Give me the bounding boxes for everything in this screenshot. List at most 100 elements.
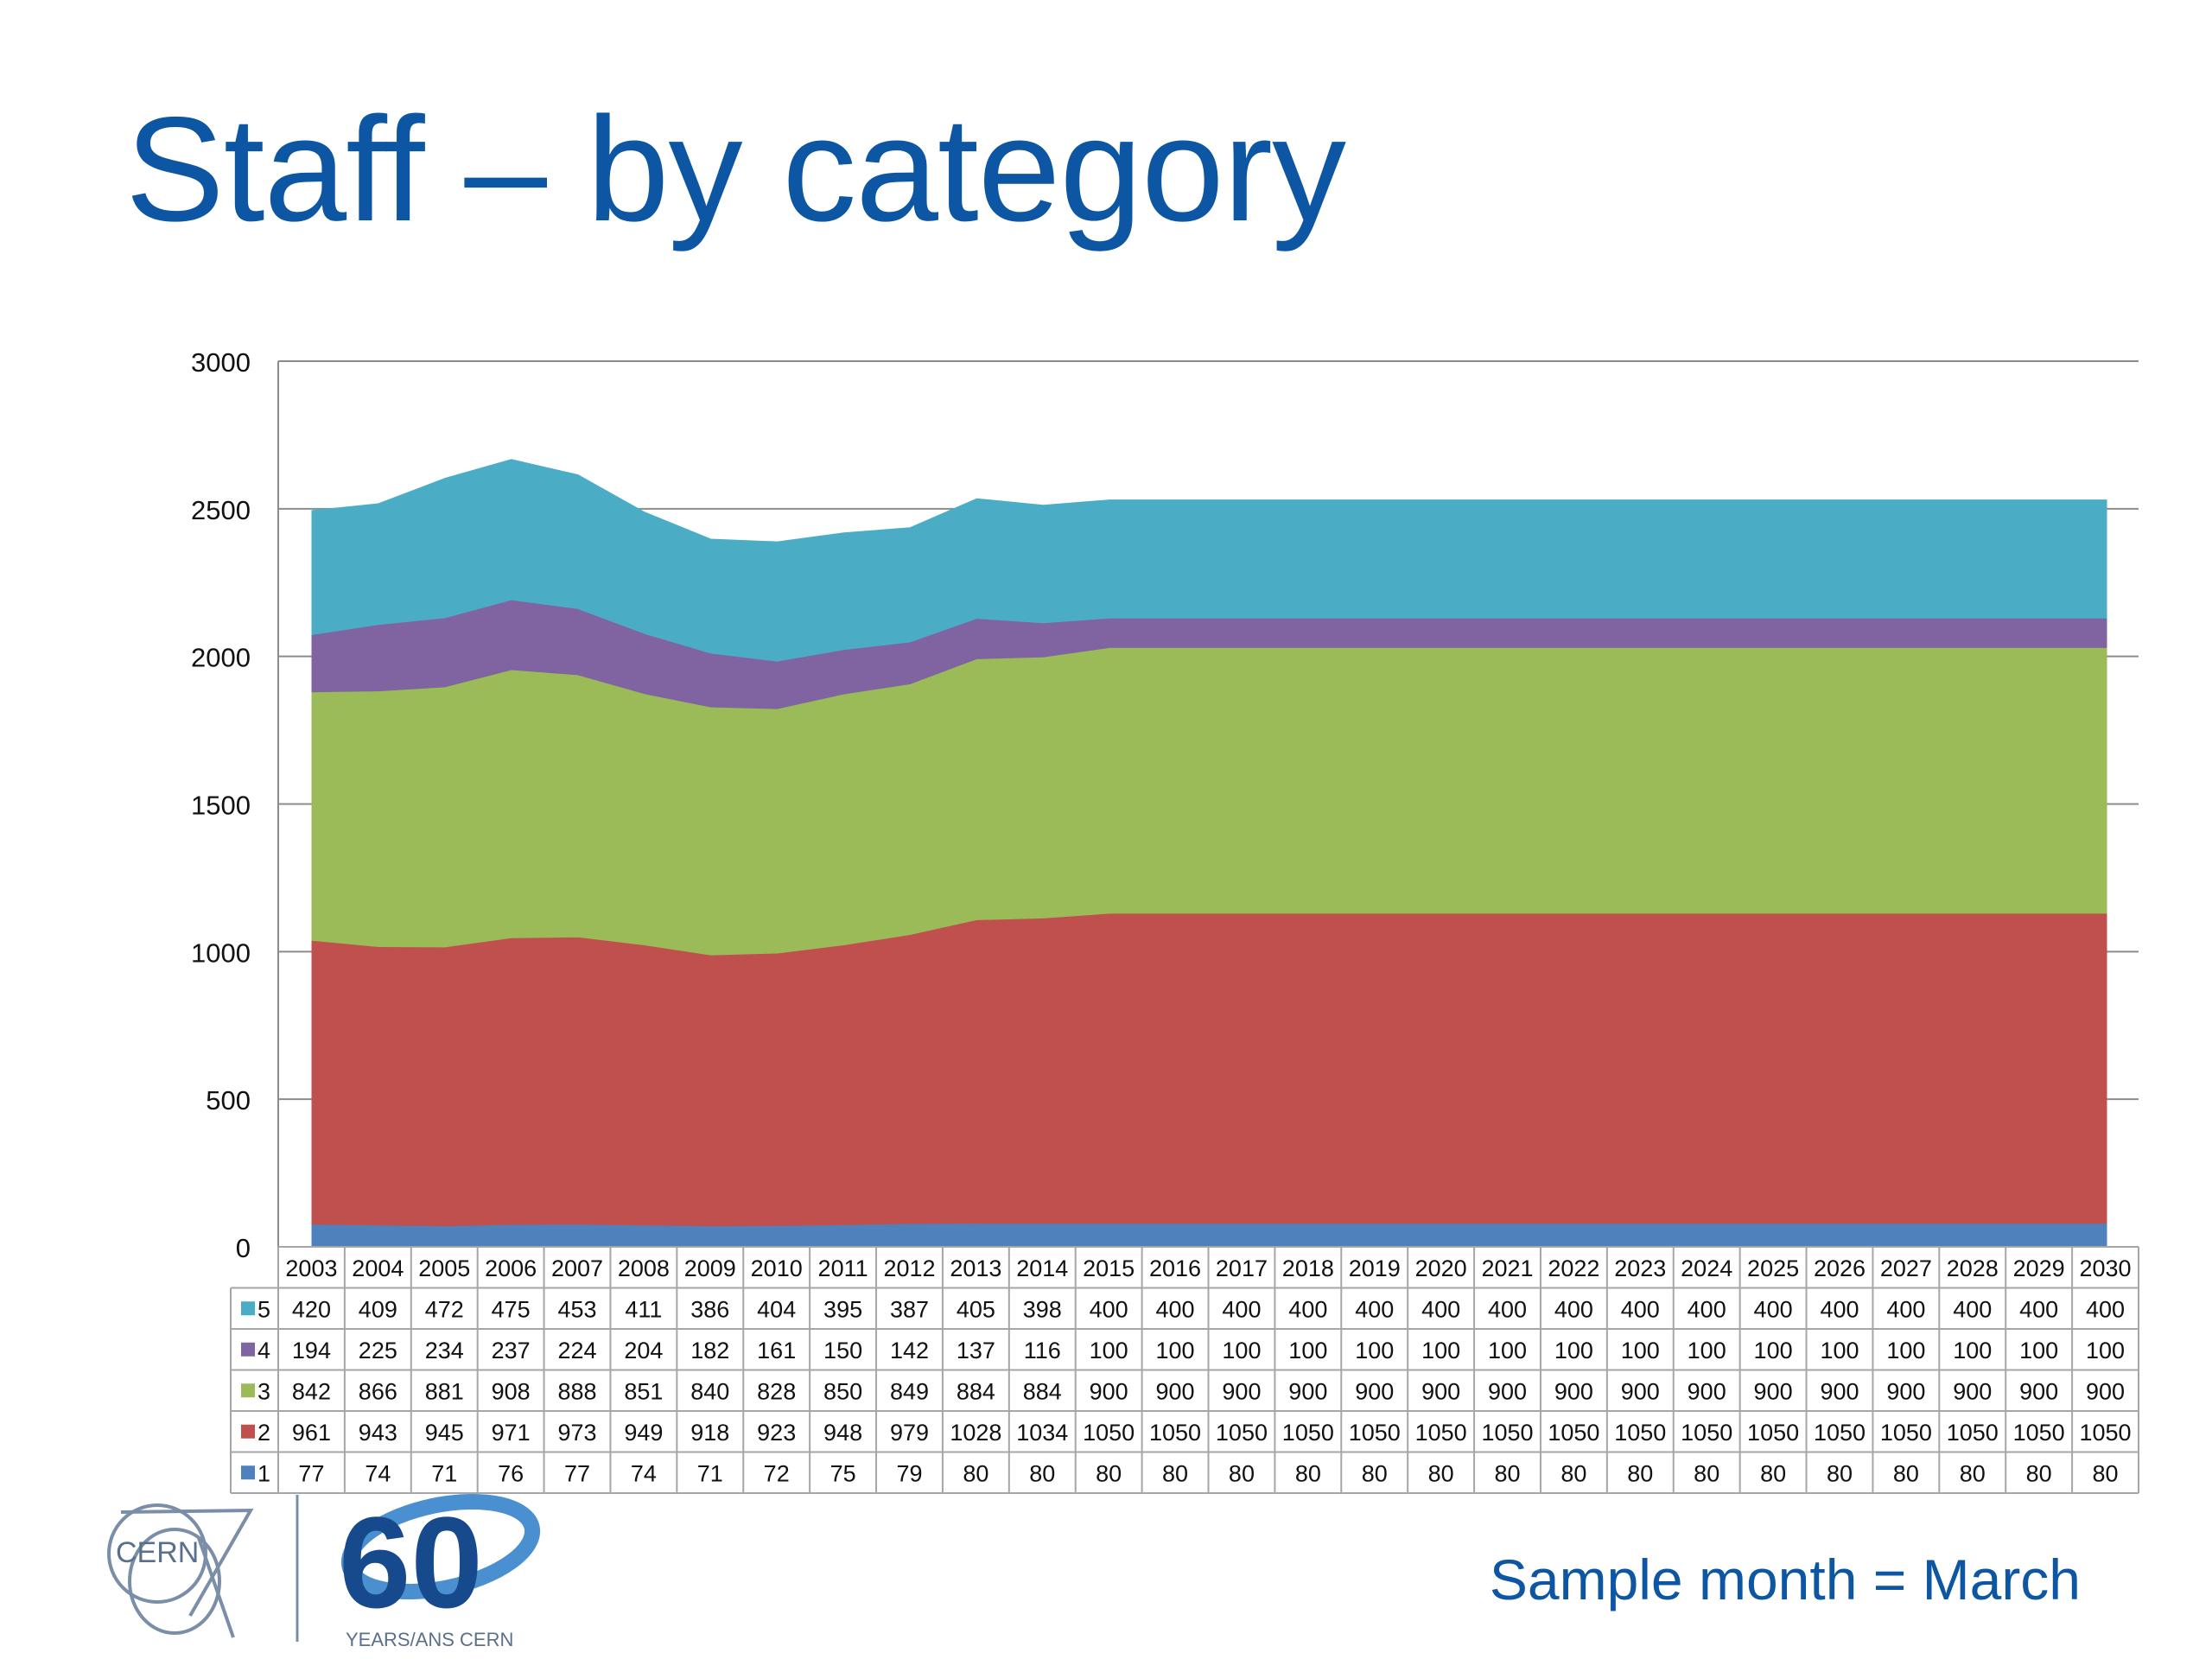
y-tick-label: 1500 <box>191 791 251 821</box>
table-cell: 80 <box>1229 1460 1255 1486</box>
table-cell: 77 <box>564 1460 590 1486</box>
table-cell: 1050 <box>1282 1420 1334 1446</box>
table-cell: 400 <box>2019 1296 2058 1322</box>
x-category-label: 2012 <box>883 1255 935 1281</box>
table-cell: 884 <box>1023 1378 1062 1404</box>
legend-label: 1 <box>257 1460 270 1486</box>
cern-logo: CERN <box>107 1503 254 1638</box>
x-category-label: 2006 <box>485 1255 537 1281</box>
table-cell: 100 <box>2019 1338 2058 1363</box>
x-category-label: 2028 <box>1947 1255 1999 1281</box>
table-cell: 900 <box>1754 1378 1793 1404</box>
table-cell: 74 <box>631 1460 657 1486</box>
table-cell: 204 <box>624 1338 663 1363</box>
table-cell: 80 <box>2093 1460 2119 1486</box>
table-cell: 973 <box>557 1420 596 1446</box>
anniversary-text: YEARS/ANS CERN <box>346 1629 513 1650</box>
table-cell: 409 <box>359 1296 397 1322</box>
table-cell: 80 <box>1827 1460 1853 1486</box>
table-cell: 237 <box>492 1338 531 1363</box>
table-cell: 923 <box>757 1420 796 1446</box>
x-category-label: 2014 <box>1016 1255 1068 1281</box>
y-tick-label: 1000 <box>191 938 251 968</box>
table-cell: 386 <box>690 1296 729 1322</box>
table-cell: 100 <box>1820 1338 1859 1363</box>
table-cell: 943 <box>359 1420 397 1446</box>
table-cell: 961 <box>292 1420 331 1446</box>
table-cell: 472 <box>425 1296 464 1322</box>
anniversary-number: 60 <box>339 1490 483 1635</box>
table-cell: 1050 <box>1481 1420 1533 1446</box>
table-cell: 1050 <box>1149 1420 1201 1446</box>
table-cell: 900 <box>1953 1378 1992 1404</box>
table-cell: 1050 <box>1548 1420 1599 1446</box>
table-cell: 224 <box>557 1338 596 1363</box>
area-series-1 <box>311 1223 2107 1248</box>
table-cell: 142 <box>890 1338 929 1363</box>
area-series-3 <box>311 646 2107 956</box>
table-cell: 400 <box>2086 1296 2125 1322</box>
x-category-label: 2016 <box>1149 1255 1201 1281</box>
table-cell: 71 <box>697 1460 723 1486</box>
table-cell: 234 <box>425 1338 464 1363</box>
legend-swatch-2 <box>241 1424 255 1439</box>
slide-title: Staff – by category <box>125 86 1346 252</box>
table-cell: 100 <box>1421 1338 1460 1363</box>
table-cell: 100 <box>1621 1338 1660 1363</box>
table-cell: 900 <box>1688 1378 1726 1404</box>
table-cell: 225 <box>359 1338 397 1363</box>
table-cell: 1050 <box>2080 1420 2132 1446</box>
table-cell: 948 <box>823 1420 862 1446</box>
table-cell: 400 <box>1288 1296 1327 1322</box>
x-category-label: 2025 <box>1747 1255 1799 1281</box>
table-cell: 1050 <box>1216 1420 1268 1446</box>
table-cell: 900 <box>1488 1378 1527 1404</box>
table-cell: 1050 <box>1349 1420 1401 1446</box>
table-cell: 828 <box>757 1378 796 1404</box>
table-cell: 116 <box>1024 1338 1061 1363</box>
table-cell: 77 <box>298 1460 324 1486</box>
legend-swatch-5 <box>241 1301 255 1316</box>
table-cell: 100 <box>1090 1338 1128 1363</box>
table-cell: 400 <box>1820 1296 1859 1322</box>
table-cell: 411 <box>625 1296 662 1322</box>
table-cell: 900 <box>2086 1378 2125 1404</box>
table-cell: 400 <box>1688 1296 1726 1322</box>
x-category-label: 2020 <box>1415 1255 1467 1281</box>
table-cell: 405 <box>957 1296 995 1322</box>
legend-swatch-4 <box>241 1342 255 1357</box>
table-cell: 900 <box>1820 1378 1859 1404</box>
y-axis: 0 500 1000 1500 2000 2500 3000 <box>191 347 279 1263</box>
table-cell: 80 <box>1760 1460 1786 1486</box>
table-cell: 900 <box>1222 1378 1261 1404</box>
table-cell: 1050 <box>1880 1420 1932 1446</box>
table-cell: 1050 <box>1814 1420 1866 1446</box>
table-cell: 100 <box>1554 1338 1593 1363</box>
table-cell: 949 <box>624 1420 663 1446</box>
table-cell: 1050 <box>1415 1420 1467 1446</box>
x-category-label: 2027 <box>1880 1255 1932 1281</box>
table-cell: 849 <box>890 1378 929 1404</box>
legend-label: 2 <box>257 1420 270 1446</box>
table-cell: 404 <box>757 1296 796 1322</box>
table-cell: 398 <box>1023 1296 1062 1322</box>
table-cell: 400 <box>1222 1296 1261 1322</box>
table-cell: 100 <box>1355 1338 1394 1363</box>
x-category-label: 2019 <box>1349 1255 1401 1281</box>
table-cell: 400 <box>1421 1296 1460 1322</box>
table-cell: 453 <box>557 1296 596 1322</box>
table-cell: 100 <box>1754 1338 1793 1363</box>
y-tick-label: 3000 <box>191 347 251 378</box>
table-cell: 881 <box>425 1378 464 1404</box>
x-category-label: 2023 <box>1614 1255 1666 1281</box>
table-cell: 900 <box>1421 1378 1460 1404</box>
table-cell: 182 <box>690 1338 729 1363</box>
x-category-label: 2030 <box>2080 1255 2132 1281</box>
table-cell: 80 <box>1960 1460 1986 1486</box>
table-cell: 420 <box>292 1296 331 1322</box>
table-cell: 842 <box>292 1378 331 1404</box>
table-cell: 80 <box>1029 1460 1055 1486</box>
table-cell: 400 <box>1953 1296 1992 1322</box>
table-cell: 80 <box>1162 1460 1188 1486</box>
table-cell: 1050 <box>1747 1420 1799 1446</box>
